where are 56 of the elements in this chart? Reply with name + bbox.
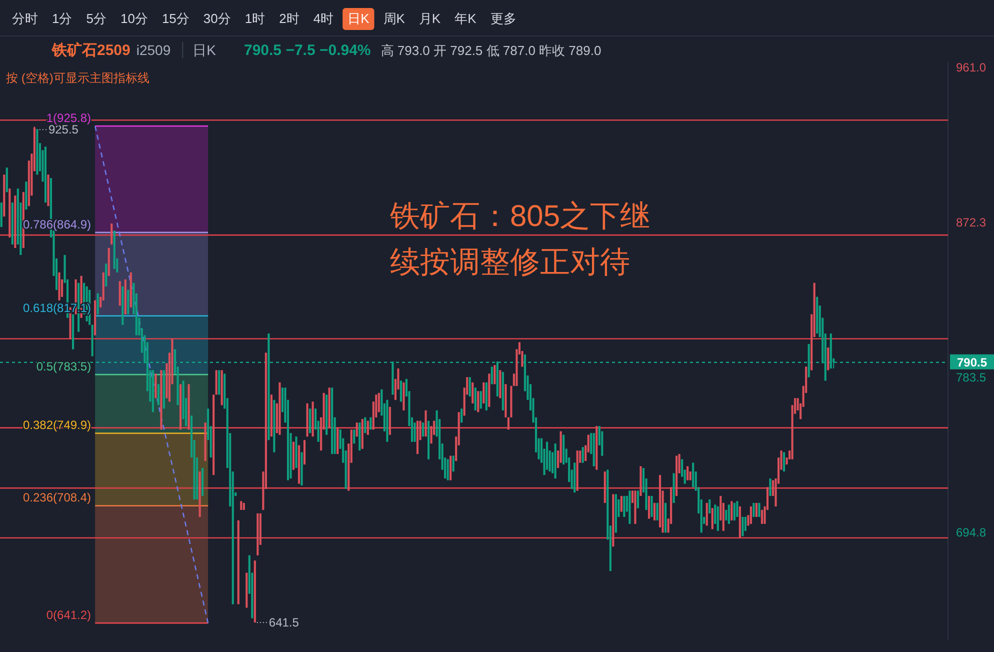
candlestick xyxy=(110,223,113,245)
candlestick xyxy=(468,376,471,397)
text: 高 793.0 开 792.5 低 787.0 昨收 789.0 xyxy=(380,43,602,58)
candlestick xyxy=(656,502,658,521)
ref-line-label: 0.5(783.5) xyxy=(36,360,92,374)
ref-line-label: 0(641.2) xyxy=(46,608,92,622)
candlestick xyxy=(400,380,402,402)
candlestick xyxy=(750,506,752,524)
candlestick xyxy=(782,452,786,472)
candlestick xyxy=(755,502,758,518)
candlestick xyxy=(708,498,711,514)
candlestick xyxy=(733,502,736,521)
candlestick xyxy=(752,502,755,518)
candlestick xyxy=(760,509,764,524)
candlestick xyxy=(636,490,640,509)
candlestick xyxy=(827,347,830,371)
candlestick xyxy=(623,495,626,518)
candlestick xyxy=(650,495,653,518)
candlestick xyxy=(482,382,485,404)
y-tick-label: 694.8 xyxy=(956,525,986,540)
annotation: 925.5 xyxy=(48,122,79,137)
candlestick xyxy=(356,422,358,438)
candlestick xyxy=(728,504,730,524)
candlestick xyxy=(477,390,480,413)
candlestick xyxy=(452,455,454,472)
candlestick xyxy=(366,420,369,436)
text: 分时 1分 5分 10分 15分 30分 1时 2时 4时 日K 周K 月K 年K 更多 xyxy=(12,11,516,26)
y-tick-label: 872.3 xyxy=(956,216,986,230)
candlestick xyxy=(711,508,714,530)
annotation: 铁矿石：805之下继续按调整修正对待 xyxy=(389,200,650,279)
candlestick xyxy=(157,384,160,406)
chart-title: 铁矿石2509 xyxy=(51,41,130,59)
text: 日K xyxy=(192,42,217,58)
candlestick xyxy=(460,408,463,424)
candlestick xyxy=(480,390,482,410)
candlestick xyxy=(96,292,99,315)
candlestick xyxy=(472,382,474,404)
ref-line-label: 0.236(708.4) xyxy=(23,490,92,505)
candlestick xyxy=(769,478,772,496)
candlestick xyxy=(474,387,476,411)
candlestick xyxy=(653,502,656,521)
ref-line-label: 790.5 xyxy=(956,355,988,370)
annotation: 按 (空格)可显示主图指标线 xyxy=(6,71,150,85)
candlestick xyxy=(736,500,738,518)
text: 790.5 −7.5 −0.94% xyxy=(244,42,371,59)
annotation: 641.5 xyxy=(268,616,300,630)
chart-subtitle: i2509 xyxy=(136,42,171,58)
candlestick xyxy=(105,263,108,287)
y-tick-label: 961.0 xyxy=(956,60,986,75)
y-tick-label: 783.5 xyxy=(956,370,986,385)
candlestick xyxy=(353,429,356,444)
candlestick xyxy=(730,500,733,521)
candlestick xyxy=(582,446,584,464)
candlestick xyxy=(422,422,424,438)
candlestick xyxy=(490,366,493,385)
candlestick xyxy=(758,502,760,518)
